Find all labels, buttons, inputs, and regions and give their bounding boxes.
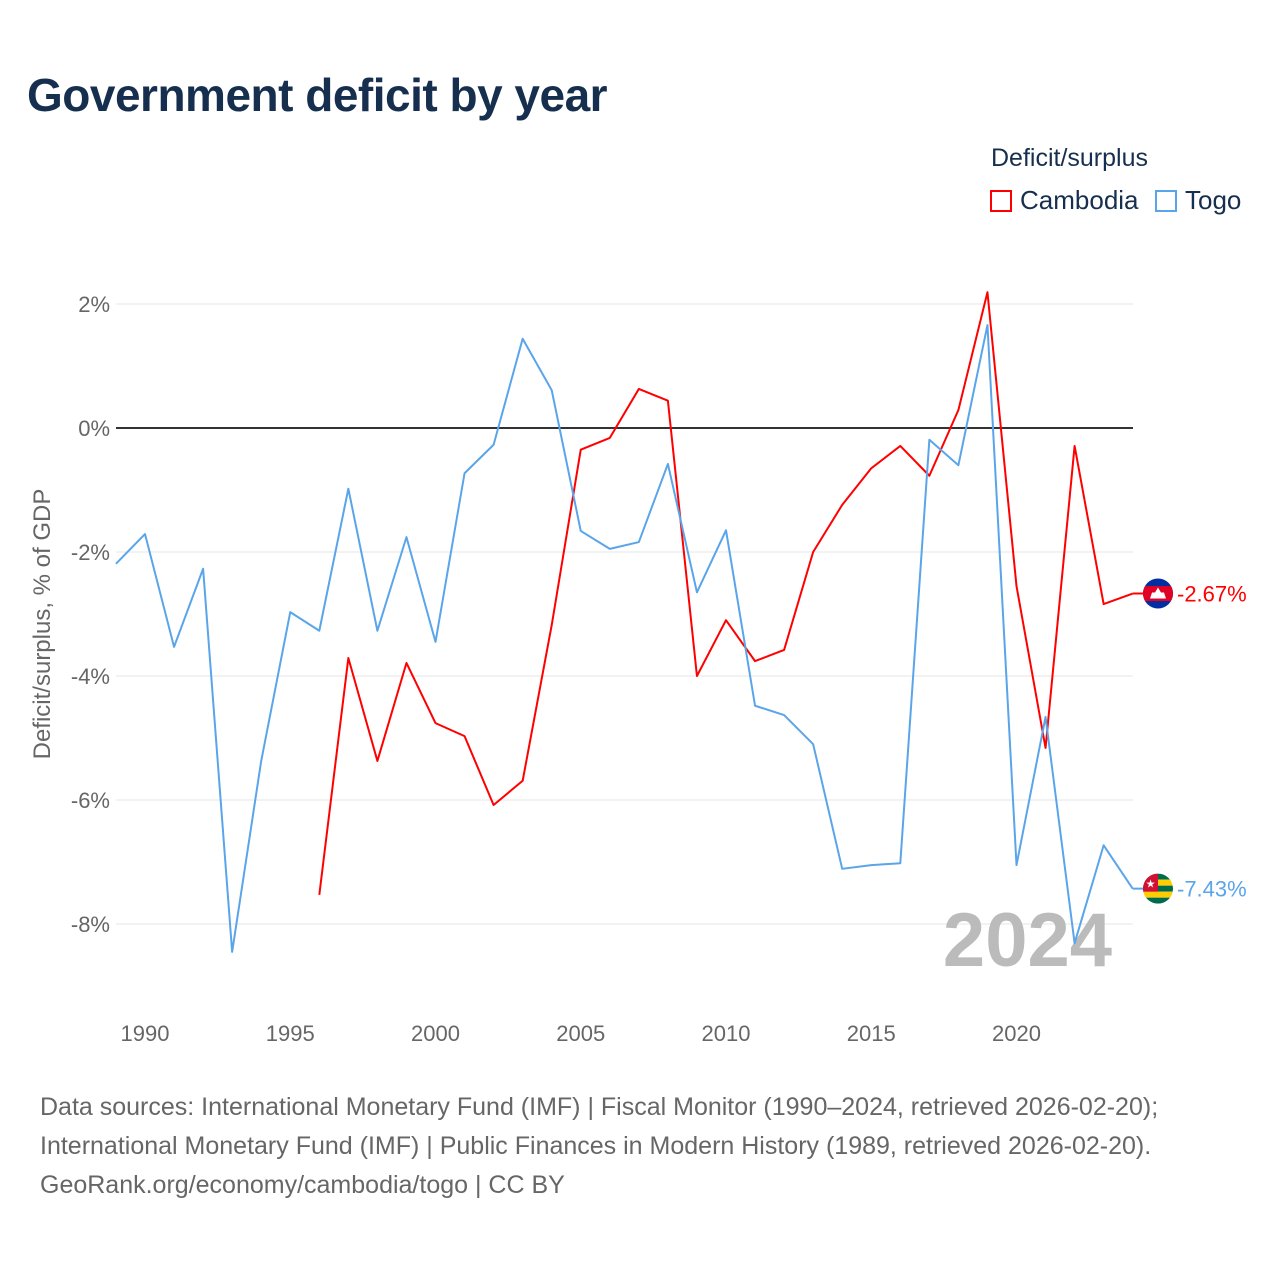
- series-line-cambodia[interactable]: [318, 291, 1134, 895]
- svg-text:★: ★: [1146, 879, 1156, 891]
- legend-swatch-togo: [1155, 189, 1177, 212]
- series-line-togo[interactable]: [115, 324, 1134, 953]
- legend-item-cambodia[interactable]: Cambodia: [990, 185, 1139, 216]
- y-tick-label: -4%: [71, 664, 110, 689]
- end-value-label: -7.43%: [1177, 877, 1247, 902]
- x-tick-label: 2015: [847, 1021, 896, 1046]
- footer-link[interactable]: GeoRank.org/economy/cambodia/togo | CC B…: [40, 1171, 565, 1199]
- y-tick-label: -6%: [71, 788, 110, 813]
- year-watermark: 2024: [943, 898, 1112, 983]
- x-tick-label: 2000: [411, 1021, 460, 1046]
- x-tick-label: 2005: [556, 1021, 605, 1046]
- end-value-label: -2.67%: [1177, 582, 1247, 607]
- x-tick-label: 1990: [121, 1021, 170, 1046]
- y-tick-label: 0%: [78, 416, 110, 441]
- x-tick-label: 2020: [992, 1021, 1041, 1046]
- legend-item-togo[interactable]: Togo: [1155, 185, 1241, 216]
- flag-icon-cambodia: [1143, 578, 1173, 609]
- y-axis-label: Deficit/surplus, % of GDP: [29, 489, 56, 760]
- x-tick-label: 1995: [266, 1021, 315, 1046]
- footer-sources: Data sources: International Monetary Fun…: [40, 1088, 1158, 1205]
- y-tick-label: 2%: [78, 292, 110, 317]
- y-tick-label: -8%: [71, 912, 110, 937]
- chart-title: Government deficit by year: [27, 69, 608, 121]
- flag-icon-togo: ★: [1143, 873, 1173, 904]
- legend-title: Deficit/surplus: [991, 144, 1148, 172]
- legend-label: Cambodia: [1020, 185, 1139, 215]
- footer-line: International Monetary Fund (IMF) | Publ…: [40, 1132, 1152, 1160]
- y-tick-label: -2%: [71, 540, 110, 565]
- footer-line: Data sources: International Monetary Fun…: [40, 1093, 1159, 1121]
- legend-swatch-cambodia: [990, 189, 1012, 212]
- x-tick-label: 2010: [702, 1021, 751, 1046]
- legend-label: Togo: [1185, 185, 1242, 215]
